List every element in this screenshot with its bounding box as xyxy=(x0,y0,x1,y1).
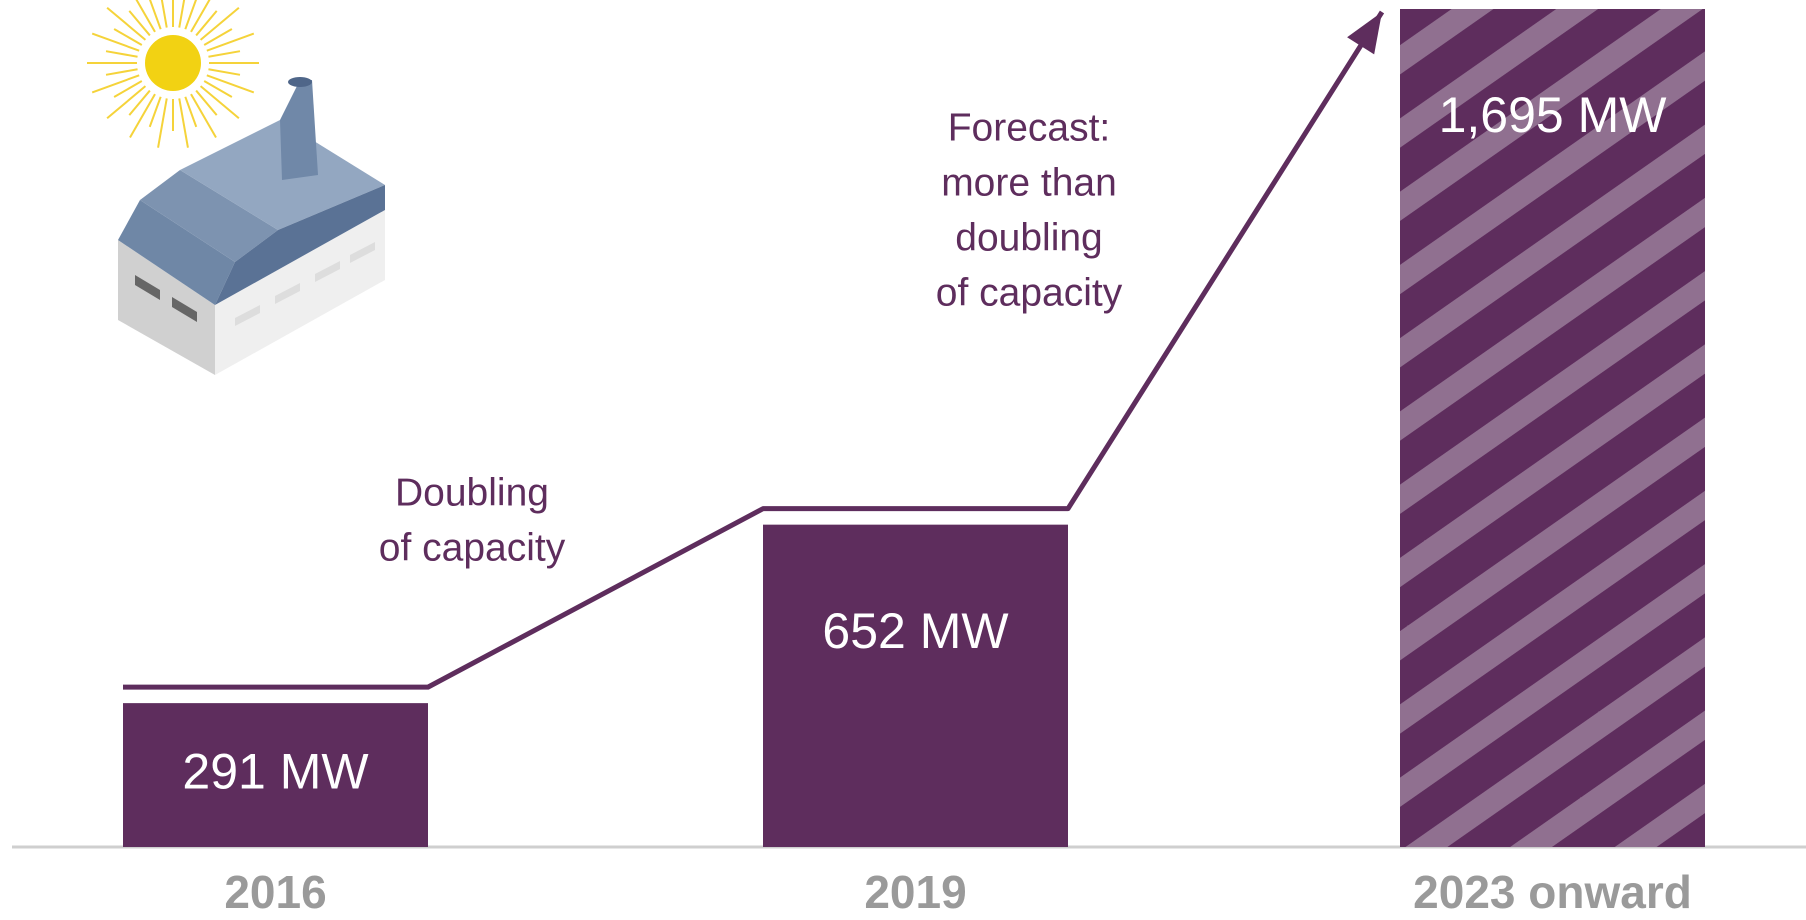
sun-ray xyxy=(206,32,255,52)
annotation: Forecast: xyxy=(948,106,1111,149)
sun-ray xyxy=(195,10,218,37)
sun-ray xyxy=(203,28,233,46)
arrow-head xyxy=(1347,12,1382,55)
sun-ray xyxy=(128,89,151,116)
bar xyxy=(123,703,428,847)
sun-ray xyxy=(128,10,151,37)
factory-icon xyxy=(118,77,385,375)
sun-ray xyxy=(105,50,138,58)
sun-ray xyxy=(195,89,218,116)
value-label: 291 MW xyxy=(182,743,369,799)
sun-ray xyxy=(91,74,140,94)
sun-ray xyxy=(106,6,147,41)
sun-ray xyxy=(184,0,197,30)
growth-arrow xyxy=(123,10,1385,690)
sun-ray xyxy=(178,98,189,148)
annotation: of capacity xyxy=(936,271,1123,314)
sun-ray xyxy=(148,96,162,128)
bar xyxy=(763,524,1068,847)
sun-ray xyxy=(199,6,240,41)
sun-icon xyxy=(87,0,259,148)
annotation: more than xyxy=(941,161,1117,204)
sun-ray xyxy=(208,50,241,58)
value-label: 652 MW xyxy=(822,603,1009,659)
x-tick-label: 2023 onward xyxy=(1413,866,1692,918)
annotation: doubling xyxy=(955,216,1102,259)
sun-ray xyxy=(184,96,198,128)
sun-ray xyxy=(113,28,143,46)
annotation: of capacity xyxy=(379,526,566,569)
sun-ray xyxy=(160,0,168,28)
x-tick-label: 2016 xyxy=(224,866,326,918)
bar xyxy=(1400,9,1705,847)
sun-ray xyxy=(105,68,138,76)
sun-ray xyxy=(149,0,162,30)
sun-ray xyxy=(190,0,211,33)
sun-ray xyxy=(91,32,140,52)
sun-ray xyxy=(208,68,241,76)
sun-ray xyxy=(199,85,240,120)
sun-ray xyxy=(113,80,143,98)
value-label: 1,695 MW xyxy=(1439,87,1668,143)
sun-ray xyxy=(106,85,147,120)
sun-ray xyxy=(135,0,156,33)
annotation: Doubling xyxy=(395,471,549,514)
sun-ray xyxy=(157,98,168,148)
sun-ray xyxy=(190,93,217,138)
sun-ray xyxy=(178,0,186,28)
sun-ray xyxy=(203,80,233,98)
sun-ray xyxy=(206,74,255,94)
x-tick-label: 2019 xyxy=(864,866,966,918)
sun-ray xyxy=(129,93,156,138)
